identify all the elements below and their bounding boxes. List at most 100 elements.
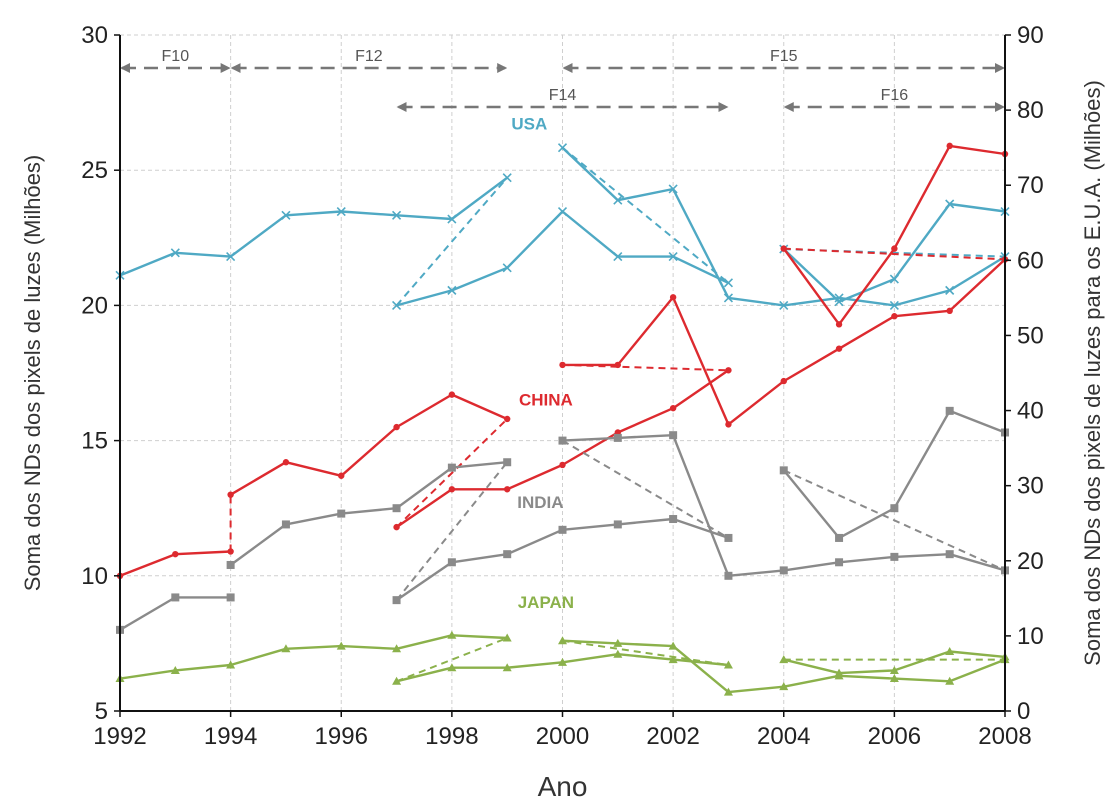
data-point bbox=[945, 285, 955, 295]
right-y-tick-label: 60 bbox=[1017, 247, 1044, 274]
data-point bbox=[835, 321, 843, 328]
series-dashed-line bbox=[395, 177, 508, 307]
series-dashed-line bbox=[783, 247, 1006, 261]
x-tick-label: 2006 bbox=[868, 723, 921, 750]
right-y-tick-label: 0 bbox=[1017, 698, 1030, 725]
satellite-periods: F10 F12 F14 F15 F16 bbox=[120, 48, 1005, 112]
data-point bbox=[613, 638, 623, 647]
data-point bbox=[558, 657, 567, 666]
data-point bbox=[392, 644, 402, 653]
data-point bbox=[613, 433, 622, 442]
series-dashed-line bbox=[395, 461, 508, 601]
data-point bbox=[889, 665, 899, 674]
left-y-tick-label: 5 bbox=[95, 698, 108, 725]
data-point bbox=[891, 313, 898, 320]
x-tick-label: 1992 bbox=[93, 723, 146, 750]
data-point bbox=[889, 300, 899, 310]
satellite-period: F16 bbox=[783, 87, 1005, 112]
data-point bbox=[281, 210, 291, 220]
series-dashed-line bbox=[396, 637, 508, 683]
data-point bbox=[502, 633, 512, 642]
series-line bbox=[229, 461, 508, 566]
right-y-tick-label: 80 bbox=[1017, 97, 1044, 124]
data-point bbox=[834, 297, 844, 307]
data-point bbox=[336, 206, 346, 217]
right-y-tick-label: 70 bbox=[1017, 172, 1044, 199]
data-point bbox=[503, 550, 512, 559]
data-point bbox=[447, 663, 457, 672]
data-point bbox=[337, 509, 346, 518]
right-y-tick-label: 50 bbox=[1017, 322, 1044, 349]
data-point bbox=[668, 655, 678, 664]
x-axis-title: Ano bbox=[538, 771, 588, 802]
satellite-label: F10 bbox=[162, 48, 190, 65]
country-label-usa: USA bbox=[511, 115, 547, 134]
data-point bbox=[502, 263, 512, 273]
data-point bbox=[669, 515, 678, 524]
data-point bbox=[669, 294, 677, 301]
left-y-tick-label: 15 bbox=[81, 428, 108, 455]
satellite-period: F10 bbox=[120, 48, 231, 73]
data-point bbox=[503, 415, 511, 423]
data-point bbox=[668, 184, 678, 194]
data-point bbox=[227, 491, 234, 498]
series-dashed-line bbox=[783, 469, 1006, 572]
satellite-label: F15 bbox=[770, 48, 798, 65]
data-point bbox=[338, 472, 345, 479]
data-point bbox=[447, 463, 456, 472]
x-tick-label: 2008 bbox=[978, 723, 1031, 750]
x-tick-label: 2000 bbox=[536, 723, 589, 750]
data-point bbox=[226, 560, 235, 569]
satellite-period: F12 bbox=[230, 48, 508, 73]
data-point bbox=[945, 406, 954, 415]
data-point bbox=[668, 641, 678, 650]
series-dashed-line bbox=[561, 146, 730, 284]
data-point bbox=[172, 550, 179, 558]
right-y-tick-label: 40 bbox=[1017, 398, 1044, 425]
data-point bbox=[889, 674, 899, 683]
data-point bbox=[613, 649, 623, 658]
series-dashed-line bbox=[562, 639, 729, 666]
data-point bbox=[945, 550, 954, 559]
series-china bbox=[116, 142, 1009, 579]
axes: 1992 1994 1996 1998 2000 2002 2004 2006 2008 5 10 1… bbox=[81, 22, 1043, 750]
data-point bbox=[723, 687, 733, 696]
data-point bbox=[170, 665, 180, 674]
satellite-label: F12 bbox=[355, 48, 383, 65]
x-tick-label: 1998 bbox=[425, 723, 478, 750]
right-y-tick-label: 20 bbox=[1017, 548, 1044, 575]
series-dashed-line bbox=[395, 418, 508, 528]
x-tick-label: 2002 bbox=[646, 723, 699, 750]
right-y-tick-label: 30 bbox=[1017, 473, 1044, 500]
data-point bbox=[447, 558, 456, 567]
data-point bbox=[946, 142, 953, 150]
data-point bbox=[779, 682, 789, 691]
data-point bbox=[557, 206, 568, 217]
data-point bbox=[780, 377, 787, 385]
series-usa bbox=[115, 143, 1010, 310]
data-point bbox=[281, 644, 291, 653]
data-point bbox=[392, 596, 401, 605]
data-point bbox=[724, 571, 733, 580]
data-point bbox=[890, 504, 899, 513]
data-point bbox=[447, 630, 457, 639]
data-point bbox=[170, 248, 180, 258]
data-point bbox=[889, 274, 899, 284]
data-point bbox=[723, 660, 733, 669]
data-point bbox=[558, 636, 567, 645]
country-label-china: CHINA bbox=[519, 390, 573, 409]
data-series bbox=[115, 142, 1010, 696]
series-line bbox=[119, 634, 508, 680]
data-point bbox=[559, 461, 566, 469]
left-y-axis-title: Soma dos NDs dos pixels de luzes (Milhõe… bbox=[20, 155, 45, 592]
data-point bbox=[779, 300, 789, 310]
grid-lines bbox=[119, 34, 1006, 712]
country-label-india: INDIA bbox=[517, 493, 563, 512]
left-y-tick-label: 30 bbox=[81, 22, 108, 49]
data-point bbox=[171, 593, 180, 602]
data-point bbox=[558, 525, 567, 534]
series-line bbox=[229, 393, 508, 496]
satellite-period: F15 bbox=[562, 48, 1005, 73]
data-point bbox=[447, 285, 457, 295]
